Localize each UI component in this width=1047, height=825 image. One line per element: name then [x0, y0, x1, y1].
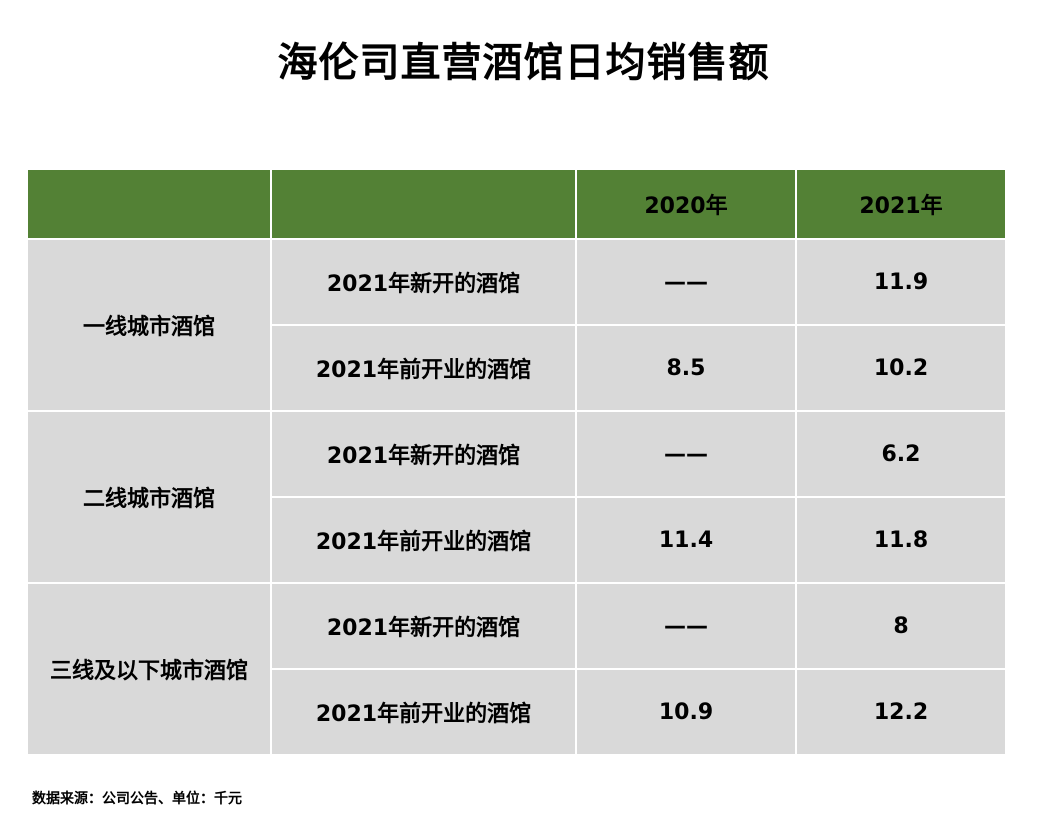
city-tier-cell: 三线及以下城市酒馆 [26, 582, 272, 756]
source-note: 数据来源：公司公告、单位：千元 [32, 791, 242, 807]
table-row: 二线城市酒馆 2021年新开的酒馆 —— 6.2 [26, 410, 1007, 584]
city-tier-cell: 一线城市酒馆 [26, 238, 272, 412]
value-2020-cell: —— [575, 410, 797, 498]
value-2021-cell: 6.2 [795, 410, 1007, 498]
row-label-cell: 2021年新开的酒馆 [270, 582, 577, 670]
value-2021-cell: 11.8 [795, 496, 1007, 584]
row-label-cell: 2021年新开的酒馆 [270, 238, 577, 326]
value-2021-cell: 11.9 [795, 238, 1007, 326]
table-row: 2021年前开业的酒馆 10.9 12.2 [27, 668, 1007, 756]
page-title: 海伦司直营酒馆日均销售额 [277, 40, 770, 86]
row-label-cell: 2021年前开业的酒馆 [270, 324, 577, 412]
row-label-cell: 2021年前开业的酒馆 [270, 496, 577, 584]
row-label-cell: 2021年前开业的酒馆 [270, 668, 577, 756]
header-cell-city [26, 168, 272, 240]
header-cell-type [270, 168, 577, 240]
city-tier-cell: 二线城市酒馆 [26, 410, 272, 584]
table-row: 一线城市酒馆 2021年新开的酒馆 —— 11.9 [26, 238, 1007, 412]
value-2020-cell: 10.9 [575, 668, 797, 756]
value-2021-cell: 10.2 [795, 324, 1007, 412]
header-cell-2021: 2021年 [795, 168, 1007, 240]
value-2020-cell: 8.5 [575, 324, 797, 412]
value-2021-cell: 12.2 [795, 668, 1007, 756]
table-header-row: 2020年 2021年 [26, 168, 1007, 240]
table-row: 2021年前开业的酒馆 11.4 11.8 [27, 496, 1007, 584]
header-cell-2020: 2020年 [575, 168, 797, 240]
value-2020-cell: 11.4 [575, 496, 797, 584]
value-2020-cell: —— [575, 238, 797, 326]
table-row: 2021年前开业的酒馆 8.5 10.2 [27, 324, 1007, 412]
table-row: 三线及以下城市酒馆 2021年新开的酒馆 —— 8 [26, 582, 1007, 756]
value-2020-cell: —— [575, 582, 797, 670]
row-label-cell: 2021年新开的酒馆 [270, 410, 577, 498]
value-2021-cell: 8 [795, 582, 1007, 670]
sales-table: 2020年 2021年 一线城市酒馆 2021年新开的酒馆 —— 11.9 20… [26, 168, 1007, 756]
